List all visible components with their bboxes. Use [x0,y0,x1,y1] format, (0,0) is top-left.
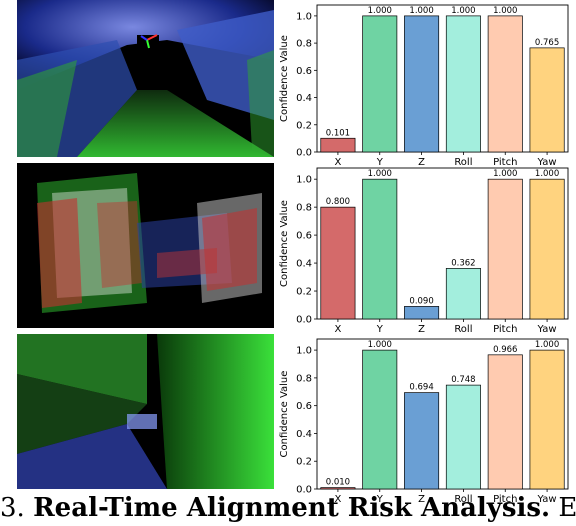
x-tick-label: Y [376,157,384,168]
bar-chart-1-svg: 0.0 0.2 0.4 0.6 0.8 1.0 Confidence Value 0.101 X… [279,4,569,168]
bar-roll [445,15,481,153]
bar-value-label: 0.966 [493,345,517,355]
y-tick-label: 0.8 [296,203,312,214]
bar-y [362,349,398,490]
bar-value-label: 0.101 [326,128,350,138]
y-tick-label: 0.0 [296,315,312,326]
y-tick-label: 0.6 [296,66,312,77]
x-tick-label: X [334,494,341,505]
y-tick-label: 0.0 [296,485,312,496]
bar-z [404,306,440,320]
bar-value-label: 1.000 [368,340,392,350]
bar-value-label: 1.000 [493,169,517,179]
y-tick-label: 0.4 [296,93,312,104]
bar-z [404,392,440,490]
bar-chart-3: 0.0 0.2 0.4 0.6 0.8 1.0 Confidence Value 0.010 X… [275,334,576,505]
bar-value-label: 0.694 [409,383,433,393]
plot-frame [316,4,569,153]
x-tick-label: Y [376,324,384,335]
bar-x [320,487,356,490]
y-axis-label: Confidence Value [279,200,290,287]
y-tick-label: 0.4 [296,429,312,440]
y-tick-label: 0.6 [296,401,312,412]
bar-value-label: 0.090 [409,296,433,306]
bar-value-label: 1.000 [493,6,517,16]
bar-value-label: 0.800 [326,197,350,207]
y-axis-label: Confidence Value [279,371,290,458]
y-tick-label: 0.8 [296,373,312,384]
bar-yaw [529,178,565,320]
bar-yaw [529,349,565,490]
bar-x [320,206,356,320]
x-tick-label: X [334,324,341,335]
point-cloud-image-3 [17,334,274,489]
bar-value-label: 0.748 [451,375,475,385]
bar-value-label: 0.765 [535,38,559,48]
x-tick-label: Yaw [537,324,557,335]
x-tick-label: X [334,157,341,168]
bar-value-label: 1.000 [409,6,433,16]
y-tick-label: 0.8 [296,39,312,50]
x-tick-label: Yaw [537,157,557,168]
x-tick-label: Roll [454,324,472,335]
x-tick-label: Yaw [537,494,557,505]
y-tick-label: 0.0 [296,148,312,159]
bar-chart-3-svg: 0.0 0.2 0.4 0.6 0.8 1.0 Confidence Value 0.010 X… [279,338,569,505]
bar-value-label: 0.010 [326,478,350,488]
bar-roll [445,268,481,320]
bar-value-label: 1.000 [535,340,559,350]
y-axis-label: Confidence Value [279,35,290,122]
bar-pitch [487,354,523,490]
bar-chart-2: 0.0 0.2 0.4 0.6 0.8 1.0 Confidence Value 0.800 X… [275,163,576,335]
caption-prefix: 3. [0,493,25,523]
bar-value-label: 0.362 [451,258,475,268]
x-tick-label: Z [418,494,425,505]
plot-frame [316,167,569,320]
x-tick-label: Roll [454,157,472,168]
y-tick-label: 0.2 [296,457,312,468]
bar-z [404,15,440,153]
x-tick-label: Z [418,157,425,168]
point-cloud-render-2 [17,163,274,328]
x-tick-label: Y [376,494,384,505]
y-tick-label: 0.2 [296,120,312,131]
bar-x [320,137,356,153]
y-tick-label: 0.6 [296,231,312,242]
bar-yaw [529,47,565,153]
point-cloud-image-1 [17,0,274,157]
y-tick-label: 1.0 [296,346,312,357]
point-cloud-render-3 [17,334,274,489]
y-tick-label: 0.2 [296,287,312,298]
bar-y [362,178,398,320]
point-cloud-image-2 [17,163,274,328]
x-tick-label: Roll [454,494,472,505]
bar-value-label: 1.000 [368,6,392,16]
x-tick-label: Z [418,324,425,335]
bar-chart-2-svg: 0.0 0.2 0.4 0.6 0.8 1.0 Confidence Value 0.800 X… [279,167,569,335]
x-tick-label: Pitch [493,494,517,505]
y-tick-label: 0.4 [296,259,312,270]
bar-value-label: 1.000 [535,169,559,179]
caption-bold: Real-Time Alignment Risk Analysis. [33,493,551,523]
bar-y [362,15,398,153]
figure-caption: 3. Real-Time Alignment Risk Analysis. Ex… [0,491,576,526]
caption-rest: Exam [558,493,576,523]
bar-roll [445,384,481,490]
point-cloud-render-1 [17,0,274,157]
bar-pitch [487,178,523,320]
bar-chart-1: 0.0 0.2 0.4 0.6 0.8 1.0 Confidence Value 0.101 X… [275,0,576,168]
bar-pitch [487,15,523,153]
x-tick-label: Pitch [493,324,517,335]
y-tick-label: 1.0 [296,11,312,22]
plot-frame [316,338,569,490]
x-tick-label: Pitch [493,157,517,168]
y-tick-label: 1.0 [296,175,312,186]
bar-value-label: 1.000 [451,6,475,16]
bar-value-label: 1.000 [368,169,392,179]
